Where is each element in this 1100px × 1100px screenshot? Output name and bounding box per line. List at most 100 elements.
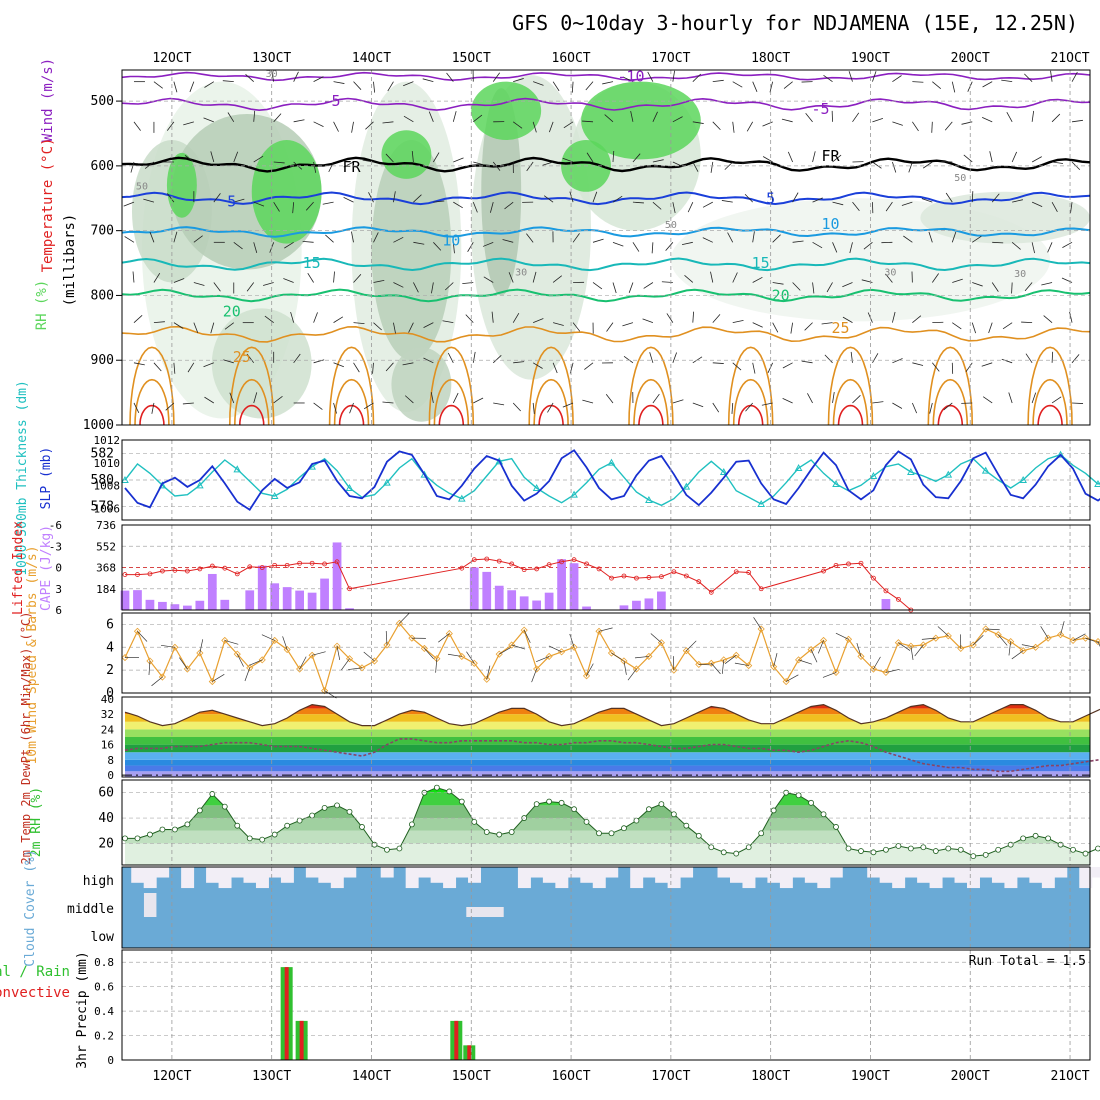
wind-barb: [422, 78, 434, 83]
wind-speed-marker: [770, 663, 778, 671]
wind-barb: [325, 234, 334, 243]
lifted-index-marker: [758, 586, 764, 592]
wind-barb: [1062, 241, 1073, 249]
rh-contour-label: 30: [266, 69, 278, 80]
lifted-index-marker: [534, 566, 540, 572]
precip-convective-bar: [467, 1045, 472, 1060]
temp-color-band: [125, 759, 1090, 766]
wind-speed-axis-label: 10m Wind Speed & Barbs (m/s): [25, 545, 40, 764]
high-cloud-gap: [717, 867, 731, 878]
thickness-marker: [682, 482, 691, 490]
wind-barb: [473, 161, 485, 166]
cape-bar: [195, 600, 205, 610]
surface-wind-barb: [785, 674, 799, 682]
boundary-layer-isotherm: [139, 404, 165, 426]
wind-barb: [351, 121, 354, 133]
wind-barb: [585, 81, 594, 91]
surface-wind-barb: [634, 656, 649, 659]
middle-cloud-gap: [143, 893, 157, 917]
wind-speed-marker: [508, 641, 516, 649]
high-cloud-gap: [742, 867, 756, 889]
wind-barb: [393, 236, 404, 243]
wind-barb: [204, 81, 215, 88]
wind-barb: [233, 198, 245, 203]
wind-barb: [1011, 242, 1021, 250]
wind-barb: [746, 121, 754, 132]
rh-marker: [982, 851, 989, 858]
li-tick-label: -6: [49, 519, 62, 532]
lifted-index-marker: [733, 569, 739, 575]
boundary-layer-isotherm: [727, 346, 774, 426]
surface-wind-barb: [873, 656, 881, 670]
high-cloud-gap: [904, 867, 918, 878]
rh-marker: [533, 801, 540, 808]
rh-high-shading: [251, 139, 322, 244]
lifted-index-marker: [658, 574, 664, 580]
wind-barb: [144, 161, 155, 169]
surface-wind-barb: [1008, 641, 1012, 656]
wind-barb: [849, 242, 853, 254]
thickness-marker: [532, 483, 541, 491]
surface-wind-barb: [724, 655, 737, 664]
cape-bar: [507, 590, 517, 610]
wind-barb: [313, 76, 324, 83]
rh-marker: [633, 817, 640, 824]
wind-barb: [149, 231, 155, 243]
surface-wind-barb: [312, 651, 326, 656]
surface-wind-barb: [486, 665, 491, 680]
wind-barb: [931, 121, 933, 133]
wind-speed-marker: [707, 659, 715, 667]
high-cloud-gap: [455, 867, 469, 878]
isotherm-label: FR: [822, 147, 841, 165]
cape-bar: [532, 600, 542, 610]
high-cloud-gap: [517, 867, 531, 889]
wind-barb: [872, 118, 884, 123]
wind-barb: [253, 242, 258, 254]
lifted-index-marker: [571, 557, 577, 563]
lifted-index-marker: [160, 568, 165, 574]
wind-barb: [872, 353, 879, 364]
high-cloud-gap: [879, 867, 893, 883]
wind-barb: [932, 362, 940, 372]
wind-speed-marker: [944, 632, 952, 640]
slp-tick-label: 1010: [94, 457, 121, 470]
wind-barb: [543, 195, 554, 203]
wind-barb: [702, 201, 713, 208]
wind-barb: [473, 397, 484, 404]
wind-speed-marker: [670, 666, 678, 674]
wind-barb: [582, 120, 594, 123]
wind-barb: [692, 402, 704, 408]
wind-barb: [892, 161, 897, 173]
surface-wind-barb: [1060, 621, 1065, 635]
rh-marker: [845, 845, 852, 852]
rh-contour-label: 30: [515, 267, 527, 278]
lifted-index-marker: [821, 568, 826, 574]
surface-wind-barb: [650, 633, 662, 643]
wind-barb: [823, 75, 833, 82]
cape-bar: [295, 590, 304, 610]
wind-barb: [770, 191, 774, 203]
wind-barb: [504, 201, 514, 210]
temp-tick-label: 0: [107, 769, 114, 782]
wind-barb: [981, 116, 993, 123]
surface-wind-barb: [148, 660, 151, 675]
surface-wind-barb: [627, 668, 637, 681]
cape-bar: [170, 604, 180, 610]
high-cloud-gap: [567, 867, 581, 878]
wind-barb: [604, 114, 614, 123]
wind-barb: [293, 71, 299, 82]
lifted-index-marker: [147, 571, 153, 577]
wind-barb: [1021, 321, 1033, 324]
surface-wind-barb: [586, 663, 594, 677]
wind-barb: [482, 241, 494, 247]
high-cloud-gap: [592, 867, 606, 889]
high-cloud-gap: [231, 867, 244, 878]
wind-speed-marker: [121, 654, 129, 662]
wind-speed-marker: [807, 646, 815, 654]
wind-barb: [632, 201, 644, 204]
wind-barb: [652, 111, 658, 122]
wind-barb: [965, 362, 973, 373]
precip-tick-label: 0.6: [94, 981, 114, 994]
wind-barb: [702, 237, 713, 243]
